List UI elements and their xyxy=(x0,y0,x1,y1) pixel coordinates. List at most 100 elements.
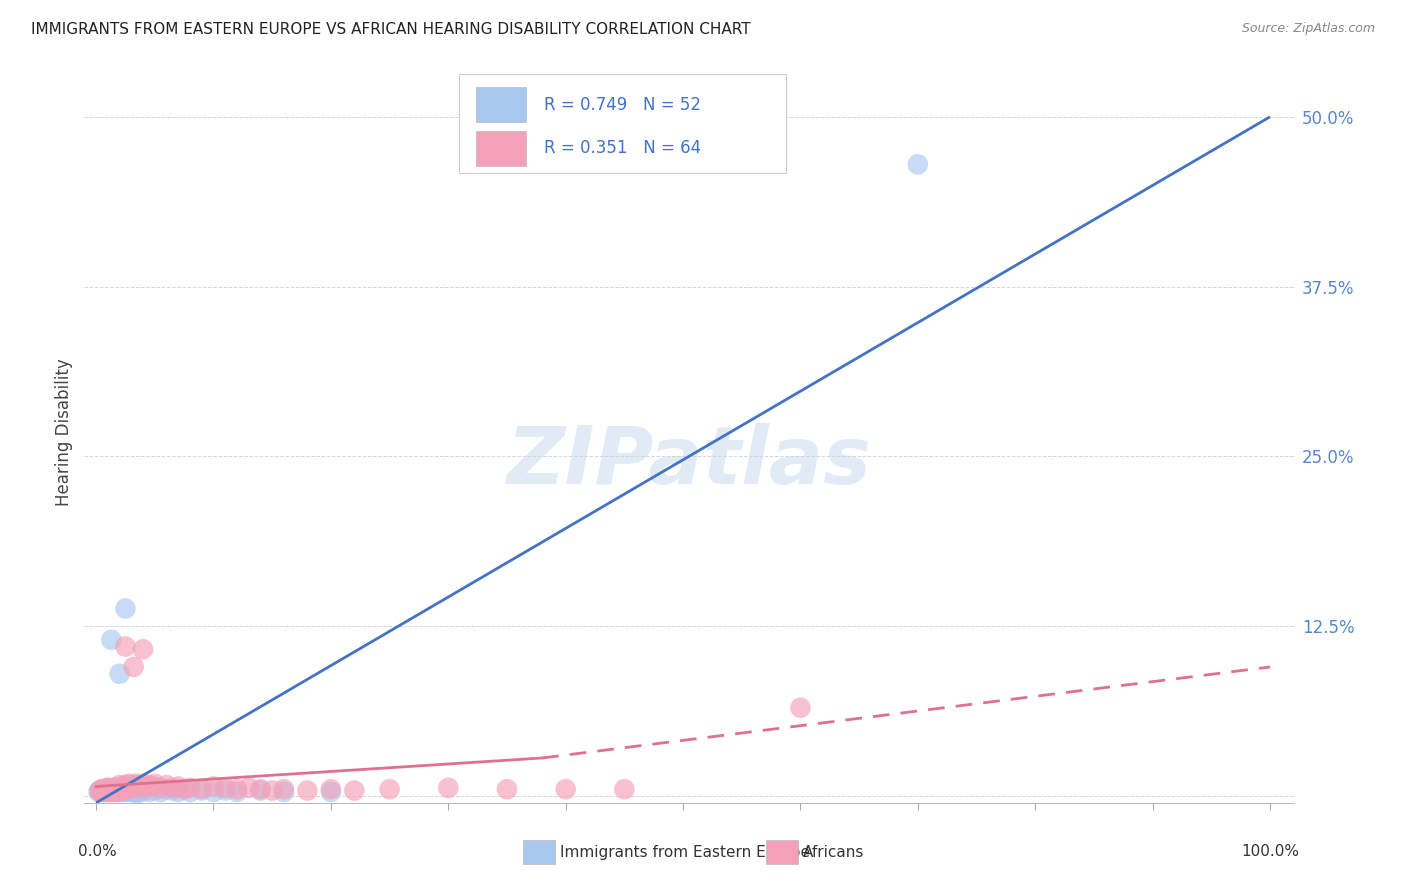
Point xyxy=(214,780,236,795)
Text: IMMIGRANTS FROM EASTERN EUROPE VS AFRICAN HEARING DISABILITY CORRELATION CHART: IMMIGRANTS FROM EASTERN EUROPE VS AFRICA… xyxy=(31,22,751,37)
Point xyxy=(167,780,190,794)
Point xyxy=(115,782,138,797)
Point xyxy=(98,782,121,797)
Point xyxy=(496,782,519,797)
Point xyxy=(87,785,110,799)
Point xyxy=(149,785,172,799)
Point xyxy=(132,783,155,797)
Point xyxy=(94,782,117,797)
Point xyxy=(202,780,225,794)
Point xyxy=(98,783,121,797)
Point xyxy=(101,785,124,799)
Point xyxy=(122,660,145,674)
Point xyxy=(108,782,131,797)
Point xyxy=(100,632,122,647)
Point xyxy=(117,780,139,794)
Point xyxy=(613,782,636,797)
Point xyxy=(93,785,115,799)
Point xyxy=(138,785,160,799)
Point xyxy=(273,782,295,797)
Point xyxy=(91,783,114,797)
Point xyxy=(118,777,141,791)
Point xyxy=(155,782,177,797)
Text: Source: ZipAtlas.com: Source: ZipAtlas.com xyxy=(1241,22,1375,36)
Point xyxy=(179,785,201,799)
Point xyxy=(127,786,149,800)
Point xyxy=(100,782,122,797)
Point xyxy=(108,778,131,792)
Point xyxy=(143,777,166,791)
Text: R = 0.749   N = 52: R = 0.749 N = 52 xyxy=(544,95,700,113)
Point xyxy=(202,785,225,799)
FancyBboxPatch shape xyxy=(460,73,786,173)
Point xyxy=(112,783,135,797)
Point xyxy=(249,782,271,797)
Point xyxy=(129,785,152,799)
FancyBboxPatch shape xyxy=(523,840,555,863)
Point xyxy=(96,783,118,797)
Point xyxy=(120,780,142,795)
Point xyxy=(149,780,172,795)
Point xyxy=(124,785,146,799)
Point xyxy=(273,785,295,799)
Point xyxy=(112,780,135,795)
Point xyxy=(138,778,160,792)
Point xyxy=(103,785,125,799)
Point xyxy=(141,780,163,794)
Point xyxy=(96,783,118,797)
Point xyxy=(120,785,142,799)
Point xyxy=(143,783,166,797)
Point xyxy=(789,700,811,714)
Point xyxy=(90,785,112,799)
Point xyxy=(162,783,184,797)
Point xyxy=(127,778,149,792)
Point xyxy=(155,778,177,792)
Point xyxy=(129,780,152,794)
Y-axis label: Hearing Disability: Hearing Disability xyxy=(55,359,73,507)
Point xyxy=(319,782,342,797)
Point xyxy=(190,783,212,797)
Point xyxy=(167,785,190,799)
Point xyxy=(127,780,149,795)
Text: 100.0%: 100.0% xyxy=(1241,844,1299,858)
Point xyxy=(93,785,115,799)
Point xyxy=(297,783,319,797)
Point xyxy=(226,782,249,797)
Text: R = 0.351   N = 64: R = 0.351 N = 64 xyxy=(544,139,702,157)
Point xyxy=(162,780,184,795)
Text: Africans: Africans xyxy=(803,845,863,860)
Point xyxy=(262,783,284,797)
Point xyxy=(105,780,128,795)
Point xyxy=(89,783,111,797)
Point xyxy=(554,782,576,797)
Text: ZIPatlas: ZIPatlas xyxy=(506,423,872,501)
Point xyxy=(179,780,201,795)
Point xyxy=(104,782,127,797)
Point xyxy=(115,783,138,797)
Point xyxy=(112,783,135,797)
Point xyxy=(378,782,401,797)
Point xyxy=(110,785,132,799)
Point xyxy=(114,640,136,654)
Point xyxy=(173,782,195,797)
Point xyxy=(190,782,212,797)
Point xyxy=(120,782,142,797)
Point xyxy=(122,780,145,794)
Text: 0.0%: 0.0% xyxy=(79,844,117,858)
Point xyxy=(111,780,134,795)
Point xyxy=(105,780,128,795)
Point xyxy=(114,778,136,792)
Point xyxy=(319,785,342,799)
Point xyxy=(112,785,135,799)
FancyBboxPatch shape xyxy=(477,87,526,122)
Point xyxy=(94,782,117,797)
Point xyxy=(89,783,111,797)
Point xyxy=(120,778,142,792)
Point xyxy=(103,782,125,797)
Point xyxy=(111,780,134,794)
Point xyxy=(108,666,131,681)
Point xyxy=(105,783,128,797)
Point xyxy=(97,780,120,795)
Point xyxy=(107,785,129,799)
Point xyxy=(91,782,114,797)
